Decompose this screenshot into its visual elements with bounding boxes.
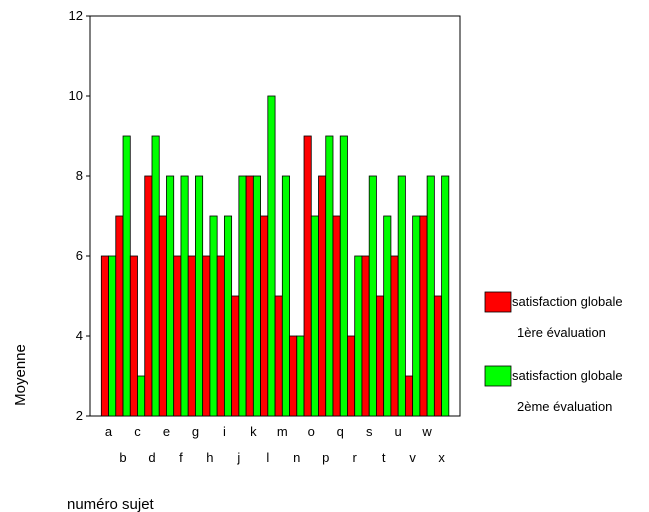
bar-a-series-1: [100, 255, 109, 417]
x-tick-label: r: [353, 450, 358, 465]
x-tick-label: k: [250, 424, 257, 439]
bar-x-series-1: [433, 295, 442, 417]
bar-r-series-1: [347, 335, 356, 417]
bars-group: [100, 95, 450, 417]
y-axis-title: Moyenne: [12, 344, 29, 406]
legend-swatch-1: [484, 291, 512, 313]
bar-n-series-1: [289, 335, 298, 417]
bar-w-series-1: [419, 215, 428, 417]
x-axis-title: numéro sujet: [67, 496, 155, 512]
bar-c-series-1: [129, 255, 138, 417]
x-tick-label: q: [337, 424, 344, 439]
bar-k-series-1: [245, 175, 254, 417]
bar-p-series-1: [318, 175, 327, 417]
bar-m-series-1: [274, 295, 283, 417]
bar-q-series-1: [332, 215, 341, 417]
y-tick-label: 8: [76, 168, 83, 183]
x-tick-label: g: [192, 424, 199, 439]
bar-f-series-2: [180, 175, 189, 417]
bar-b-series-1: [115, 215, 124, 417]
legend-label-2-line-1: satisfaction globale: [512, 368, 623, 383]
bar-d-series-1: [144, 175, 153, 417]
bar-g-series-2: [195, 175, 204, 417]
bar-m-series-2: [281, 175, 290, 417]
bar-e-series-1: [158, 215, 167, 417]
x-tick-label: p: [322, 450, 329, 465]
bar-e-series-2: [166, 175, 175, 417]
x-tick-label: e: [163, 424, 170, 439]
bar-v-series-1: [404, 375, 414, 417]
bar-d-series-2: [151, 135, 160, 417]
bar-r-series-2: [354, 255, 363, 417]
bar-o-series-1: [303, 135, 312, 417]
x-tick-label: i: [223, 424, 226, 439]
bar-l-series-2: [267, 95, 276, 417]
x-tick-label: t: [382, 450, 386, 465]
y-tick-label: 6: [76, 248, 83, 263]
y-tick-label: 2: [76, 408, 83, 423]
bar-h-series-2: [209, 215, 218, 417]
bar-w-series-2: [426, 175, 435, 417]
legend: satisfaction globale 1ère évaluation satis…: [484, 291, 623, 414]
bar-p-series-2: [325, 135, 334, 417]
legend-label-1-line-2: 1ère évaluation: [517, 325, 606, 340]
bar-k-series-2: [252, 175, 262, 417]
bar-u-series-1: [390, 255, 399, 417]
bar-s-series-1: [361, 255, 370, 417]
bar-s-series-2: [368, 175, 377, 417]
x-tick-label: a: [105, 424, 113, 439]
x-tick-label: d: [148, 450, 155, 465]
bar-l-series-1: [260, 215, 269, 417]
x-tick-label: x: [438, 450, 445, 465]
bar-j-series-2: [238, 175, 247, 417]
x-tick-label: c: [134, 424, 141, 439]
x-tick-label: l: [266, 450, 269, 465]
bar-q-series-2: [339, 135, 348, 417]
bar-f-series-1: [173, 255, 182, 417]
y-axis-ticks: 2 4 6 8 10 12: [69, 8, 90, 423]
x-tick-label: b: [119, 450, 126, 465]
x-tick-label: j: [236, 450, 240, 465]
legend-label-2-line-2: 2ème évaluation: [517, 399, 612, 414]
bar-n-series-2: [296, 335, 305, 417]
y-tick-label: 4: [76, 328, 83, 343]
x-tick-label: m: [277, 424, 288, 439]
bar-b-series-2: [122, 135, 131, 417]
bar-h-series-1: [202, 255, 211, 417]
bar-c-series-2: [137, 375, 146, 417]
x-tick-label: u: [395, 424, 402, 439]
x-tick-label: o: [308, 424, 315, 439]
bar-t-series-2: [383, 215, 392, 417]
x-tick-label: h: [206, 450, 213, 465]
y-tick-label: 12: [69, 8, 83, 23]
x-tick-label: n: [293, 450, 300, 465]
legend-swatch-2: [484, 365, 512, 387]
x-tick-label: s: [366, 424, 373, 439]
bar-j-series-1: [231, 295, 240, 417]
x-tick-label: v: [409, 450, 416, 465]
bar-t-series-1: [376, 295, 385, 417]
bar-v-series-2: [412, 215, 421, 417]
bar-o-series-2: [310, 215, 319, 417]
bar-i-series-1: [216, 255, 225, 417]
x-tick-label: w: [421, 424, 432, 439]
bar-i-series-2: [223, 215, 233, 417]
bar-x-series-2: [441, 175, 450, 417]
bar-u-series-2: [397, 175, 406, 417]
bar-g-series-1: [187, 255, 196, 417]
x-tick-label: f: [179, 450, 183, 465]
y-tick-label: 10: [69, 88, 83, 103]
bar-a-series-2: [108, 255, 117, 417]
legend-label-1-line-1: satisfaction globale: [512, 294, 623, 309]
